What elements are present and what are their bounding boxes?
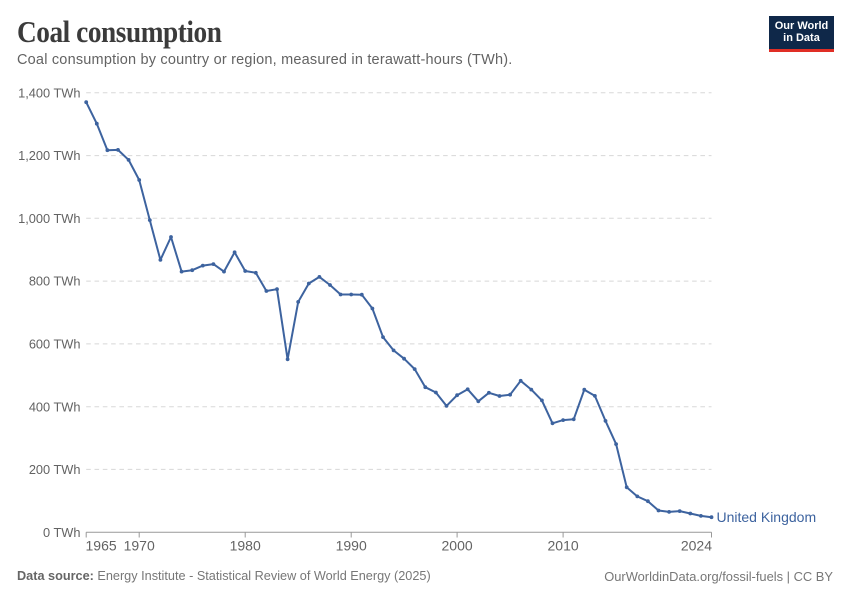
svg-text:1980: 1980 (230, 538, 261, 554)
svg-text:200 TWh: 200 TWh (29, 462, 81, 477)
svg-text:600 TWh: 600 TWh (29, 337, 81, 352)
svg-text:1990: 1990 (336, 538, 367, 554)
svg-text:United Kingdom: United Kingdom (717, 509, 817, 525)
svg-text:1,200 TWh: 1,200 TWh (18, 148, 80, 163)
svg-text:0 TWh: 0 TWh (43, 525, 80, 540)
svg-text:1970: 1970 (124, 538, 155, 554)
svg-text:2024: 2024 (681, 538, 712, 554)
svg-text:2010: 2010 (548, 538, 579, 554)
svg-text:1,400 TWh: 1,400 TWh (18, 85, 80, 100)
svg-text:2000: 2000 (442, 538, 473, 554)
svg-text:800 TWh: 800 TWh (29, 274, 81, 289)
svg-text:1965: 1965 (86, 538, 117, 554)
svg-text:1,000 TWh: 1,000 TWh (18, 211, 80, 226)
svg-text:400 TWh: 400 TWh (29, 399, 81, 414)
